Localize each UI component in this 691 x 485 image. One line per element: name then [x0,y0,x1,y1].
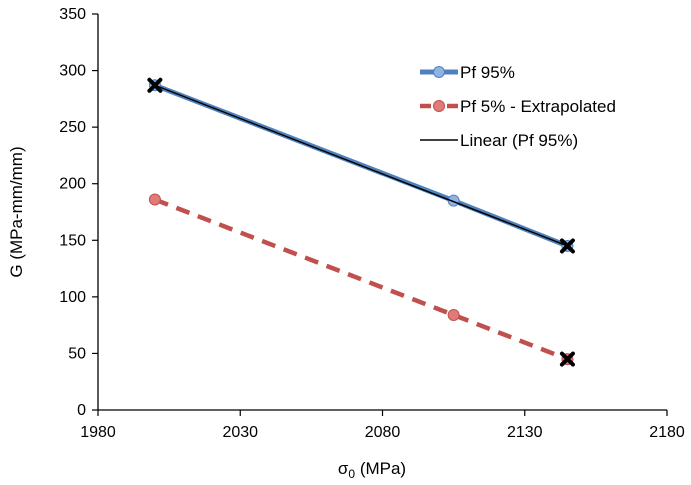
legend-marker [433,66,445,78]
y-tick-label: 300 [59,63,86,80]
legend-marker [433,100,445,112]
data-point [148,193,161,206]
x-tick-label: 2030 [222,424,258,441]
x-marker [147,77,163,93]
y-tick-label: 250 [59,119,86,136]
data-point [447,308,460,321]
y-tick-label: 50 [68,345,86,362]
series-linear-pf-95 [154,84,568,247]
x-axis-title-symbol: σ [338,459,349,478]
legend-label: Pf 95% [460,63,515,82]
legend: Pf 95% Pf 5% - Extrapolated Linear (Pf 95%… [420,63,616,150]
legend-item-pf-95: Pf 95% [420,63,515,82]
x-tick-label: 2130 [507,424,543,441]
x-marker [559,238,575,254]
y-tick-label: 0 [77,402,86,419]
series-pf-5-extrapolated [148,193,574,366]
x-tick-label: 1980 [80,424,116,441]
x-tick-label: 2180 [649,424,685,441]
legend-label: Linear (Pf 95%) [460,131,578,150]
y-tick-label: 100 [59,289,86,306]
x-tick-label: 2080 [365,424,401,441]
series [148,79,574,366]
x-marker [559,351,575,367]
x-markers [147,77,575,367]
y-tick-label: 200 [59,176,86,193]
legend-item-linear-pf-95: Linear (Pf 95%) [420,131,578,150]
x-axis-title: σ0 (MPa) [338,459,406,481]
tick-labels: 0 50 100 150 200 250 300 350 1980 2030 2080 2130 218… [59,6,685,441]
y-axis-title: G (MPa-mm/mm) [7,146,26,277]
series-line [154,197,569,362]
legend-label: Pf 5% - Extrapolated [460,97,616,116]
x-axis-title-unit: (MPa) [355,459,406,478]
x-axis-title-subscript: 0 [348,467,355,481]
legend-item-pf-5-extrapolated: Pf 5% - Extrapolated [420,97,616,116]
trendline [154,84,568,247]
y-tick-label: 150 [59,232,86,249]
y-tick-label: 350 [59,6,86,23]
